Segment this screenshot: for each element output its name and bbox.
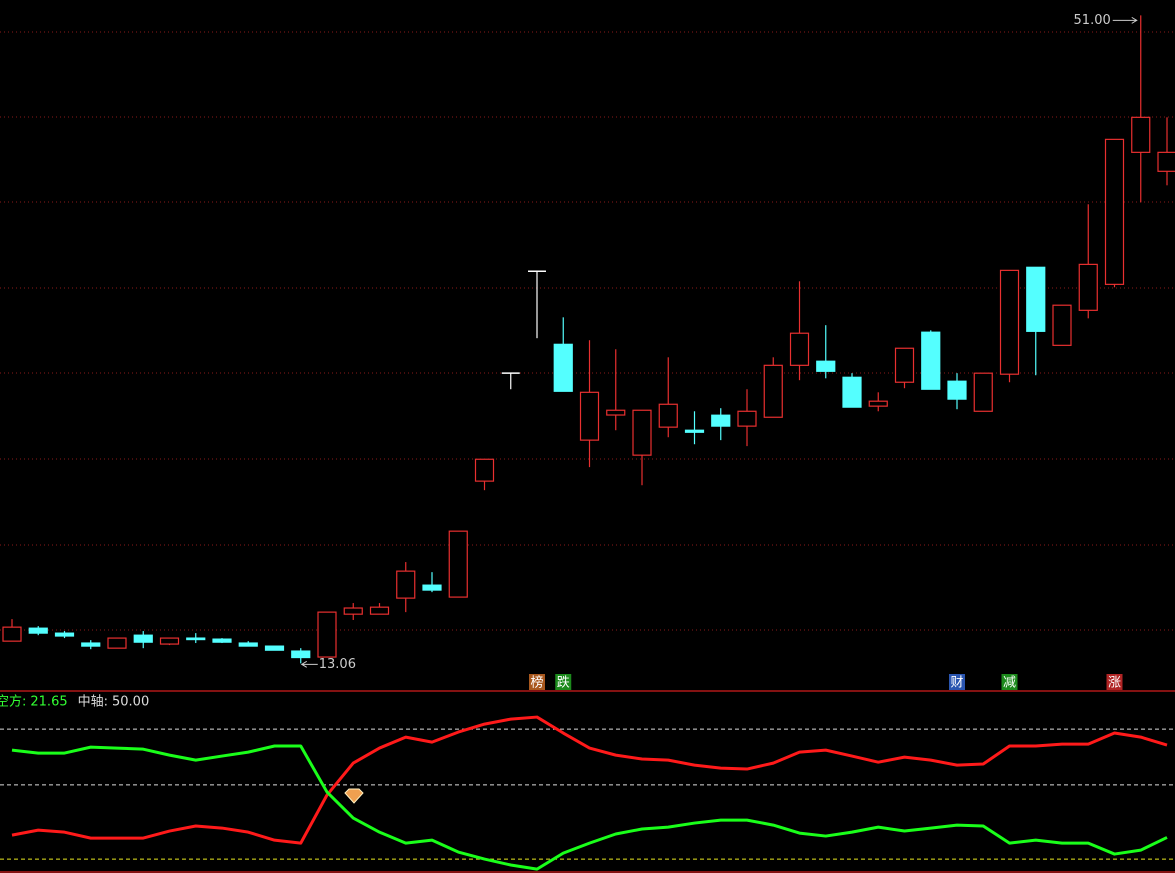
- signal-label: 涨: [1108, 676, 1121, 691]
- indicator-line: [11, 744, 1168, 871]
- candle-body: [947, 380, 967, 400]
- candle-body: [842, 376, 862, 408]
- signal-box: [555, 674, 572, 690]
- candle-body: [54, 632, 75, 637]
- indicator-line: [11, 715, 1168, 845]
- legend-name: 空方:: [0, 694, 26, 710]
- candle-body: [816, 360, 836, 372]
- candle-body: [396, 570, 416, 599]
- high-label: 51.00: [1074, 13, 1111, 28]
- candle-body: [894, 347, 915, 383]
- candle-body: [159, 637, 180, 645]
- signal-box: [1106, 674, 1123, 690]
- legend-value: 21.65: [30, 695, 67, 710]
- candle-body: [238, 642, 258, 647]
- candle-body: [317, 611, 337, 658]
- candle-body: [632, 409, 652, 456]
- candle-body: [921, 331, 941, 390]
- signal-box: [529, 674, 545, 690]
- legend-value: 50.00: [112, 695, 149, 710]
- candle-body: [1026, 266, 1046, 332]
- candle-body: [999, 269, 1020, 375]
- candle-body: [789, 332, 810, 366]
- candle-body: [684, 429, 705, 433]
- candle-body: [658, 403, 678, 428]
- candle-body: [81, 642, 101, 647]
- diamond-icon: [344, 788, 364, 804]
- candle-body: [28, 627, 48, 634]
- signal-box: [949, 674, 965, 690]
- candle-body: [369, 606, 390, 615]
- candle-body: [1104, 138, 1125, 285]
- candle-body: [343, 607, 363, 615]
- candle-body: [579, 391, 600, 441]
- signal-box: [1001, 674, 1018, 690]
- price-grid: [0, 31, 1175, 631]
- candle-body: [763, 364, 783, 418]
- candle-body: [1157, 151, 1175, 172]
- signal-label: 跌: [557, 675, 570, 691]
- candle-body: [107, 637, 127, 649]
- candle-body: [711, 414, 731, 427]
- candle-body: [212, 638, 232, 643]
- low-label: 13.06: [319, 657, 356, 672]
- candle-body: [264, 645, 285, 651]
- candle-body: [2, 626, 22, 642]
- legend-name: 中轴:: [78, 695, 108, 710]
- candle-body: [1131, 116, 1151, 153]
- low-arrow: [300, 660, 318, 668]
- signal-label: 财: [950, 676, 963, 691]
- candle-body: [291, 650, 311, 659]
- candle-body: [448, 530, 468, 598]
- candle-body: [606, 409, 626, 416]
- signal-label: 减: [1003, 676, 1016, 691]
- candle-body: [868, 400, 888, 407]
- candle-body: [553, 343, 573, 392]
- signal-label: 榜: [530, 675, 543, 691]
- candle-body: [133, 634, 153, 643]
- candle-body: [186, 637, 206, 641]
- candle-body: [1052, 304, 1072, 346]
- high-arrow: [1112, 16, 1138, 24]
- candle-body: [474, 458, 495, 482]
- candle-body: [422, 584, 442, 591]
- candle-body: [973, 372, 993, 412]
- candle-body: [737, 410, 757, 427]
- candle-body: [1078, 263, 1098, 311]
